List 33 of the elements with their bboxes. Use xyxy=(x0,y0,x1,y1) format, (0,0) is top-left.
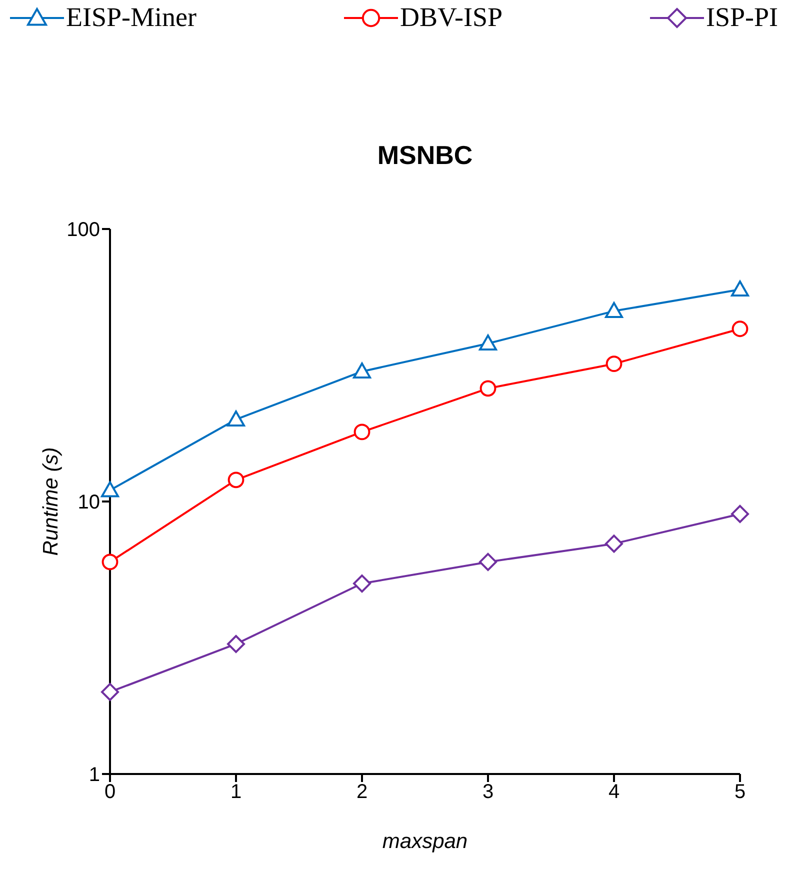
point xyxy=(228,472,244,488)
legend-label: DBV-ISP xyxy=(400,2,502,33)
chart-title: MSNBC xyxy=(376,140,474,171)
y-tick-label: 10 xyxy=(78,492,100,514)
y-tick-label: 1 xyxy=(88,764,100,786)
point xyxy=(605,302,623,318)
x-tick-label: 1 xyxy=(230,781,242,804)
point xyxy=(354,424,370,440)
legend-label: EISP-Miner xyxy=(66,2,196,33)
x-tick-label: 3 xyxy=(482,781,494,804)
point xyxy=(480,380,496,397)
point xyxy=(731,504,749,523)
point xyxy=(353,574,371,593)
x-tick-label: 5 xyxy=(734,781,746,804)
point xyxy=(605,534,623,553)
point xyxy=(101,481,119,498)
point xyxy=(606,356,622,372)
point xyxy=(102,554,118,570)
y-axis-title: Runtime (s) xyxy=(39,447,62,556)
point xyxy=(353,362,371,378)
point xyxy=(732,320,748,338)
x-axis-title: maxspan xyxy=(382,830,468,853)
x-tick-label: 2 xyxy=(356,781,368,804)
legend-label: ISP-PI xyxy=(706,2,778,33)
point xyxy=(479,552,497,571)
point xyxy=(227,410,245,426)
point xyxy=(479,334,497,351)
point xyxy=(227,634,245,653)
point xyxy=(101,682,119,701)
x-tick-label: 0 xyxy=(104,781,116,804)
y-tick-label: 100 xyxy=(66,219,100,242)
x-tick-label: 4 xyxy=(608,781,620,804)
point xyxy=(731,280,749,296)
